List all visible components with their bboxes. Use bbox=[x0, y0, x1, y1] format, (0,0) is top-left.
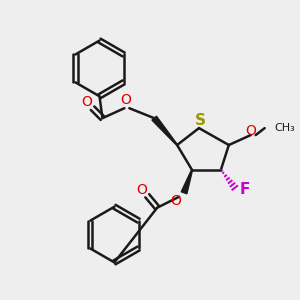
Polygon shape bbox=[181, 170, 193, 194]
Text: CH₃: CH₃ bbox=[274, 123, 296, 133]
Text: O: O bbox=[81, 95, 92, 109]
Text: O: O bbox=[171, 194, 182, 208]
Text: O: O bbox=[245, 124, 256, 138]
Polygon shape bbox=[152, 116, 178, 145]
Text: O: O bbox=[136, 183, 147, 197]
Text: O: O bbox=[120, 93, 131, 107]
Text: S: S bbox=[194, 113, 206, 128]
Text: F: F bbox=[240, 182, 250, 197]
